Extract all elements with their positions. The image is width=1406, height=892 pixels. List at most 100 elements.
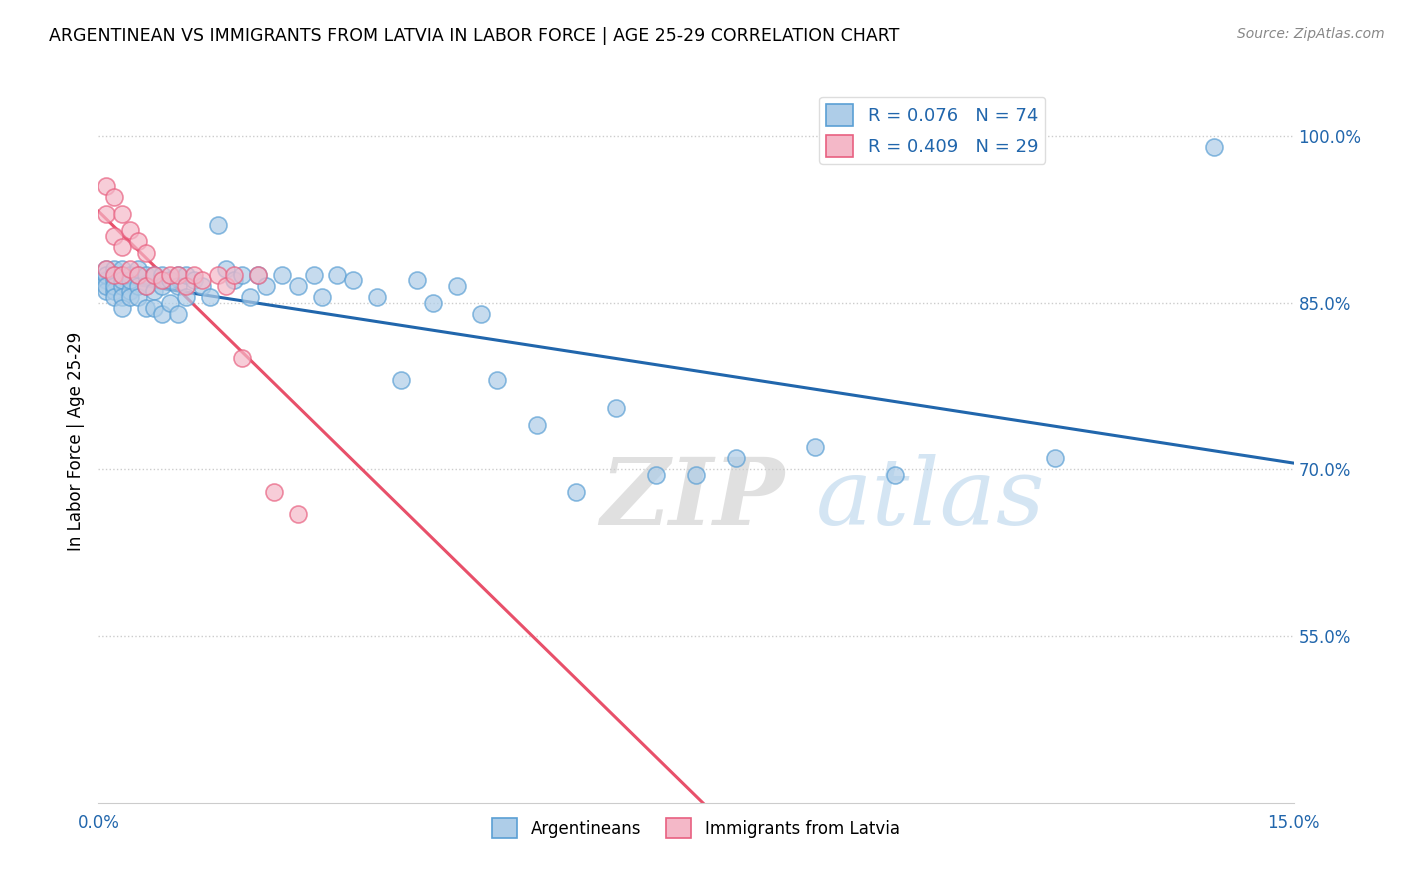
Point xyxy=(446,279,468,293)
Point xyxy=(222,268,245,282)
Point xyxy=(270,268,292,282)
Point xyxy=(120,268,142,282)
Point xyxy=(174,279,197,293)
Point xyxy=(645,467,668,482)
Point xyxy=(1043,451,1066,466)
Point xyxy=(135,268,157,282)
Point xyxy=(127,290,149,304)
Point xyxy=(167,307,190,321)
Point xyxy=(231,351,253,366)
Point xyxy=(804,440,827,454)
Point xyxy=(565,484,588,499)
Point xyxy=(96,273,118,287)
Point xyxy=(127,268,149,282)
Point xyxy=(150,273,173,287)
Point xyxy=(111,279,134,293)
Point xyxy=(135,279,157,293)
Point xyxy=(422,295,444,310)
Point xyxy=(150,279,173,293)
Point xyxy=(167,279,190,293)
Point xyxy=(143,268,166,282)
Point xyxy=(366,290,388,304)
Point xyxy=(111,268,134,282)
Point xyxy=(302,268,325,282)
Point xyxy=(159,273,181,287)
Point xyxy=(120,290,142,304)
Point xyxy=(246,268,269,282)
Point xyxy=(103,273,125,287)
Point xyxy=(127,262,149,277)
Point xyxy=(191,279,214,293)
Point xyxy=(222,273,245,287)
Point xyxy=(127,279,149,293)
Text: Source: ZipAtlas.com: Source: ZipAtlas.com xyxy=(1237,27,1385,41)
Point xyxy=(724,451,747,466)
Point xyxy=(96,285,118,299)
Point xyxy=(167,268,190,282)
Point xyxy=(120,273,142,287)
Point xyxy=(103,290,125,304)
Point xyxy=(287,279,309,293)
Point xyxy=(207,268,229,282)
Text: atlas: atlas xyxy=(815,454,1045,544)
Point xyxy=(103,268,125,282)
Point xyxy=(526,417,548,432)
Point xyxy=(207,218,229,232)
Point xyxy=(127,268,149,282)
Point xyxy=(605,401,627,416)
Point xyxy=(103,285,125,299)
Point xyxy=(150,307,173,321)
Point xyxy=(174,268,197,282)
Point xyxy=(96,178,118,193)
Point xyxy=(96,262,118,277)
Point xyxy=(111,240,134,254)
Point xyxy=(111,262,134,277)
Text: ARGENTINEAN VS IMMIGRANTS FROM LATVIA IN LABOR FORCE | AGE 25-29 CORRELATION CHA: ARGENTINEAN VS IMMIGRANTS FROM LATVIA IN… xyxy=(49,27,900,45)
Point xyxy=(406,273,429,287)
Point xyxy=(96,268,118,282)
Point xyxy=(263,484,285,499)
Point xyxy=(120,223,142,237)
Point xyxy=(111,268,134,282)
Point xyxy=(231,268,253,282)
Point xyxy=(143,285,166,299)
Point xyxy=(150,268,173,282)
Point xyxy=(159,268,181,282)
Point xyxy=(191,273,214,287)
Point xyxy=(389,373,412,387)
Point xyxy=(470,307,492,321)
Point xyxy=(485,373,508,387)
Point xyxy=(111,273,134,287)
Point xyxy=(685,467,707,482)
Point xyxy=(103,190,125,204)
Point xyxy=(111,301,134,315)
Point xyxy=(143,268,166,282)
Point xyxy=(159,295,181,310)
Point xyxy=(246,268,269,282)
Y-axis label: In Labor Force | Age 25-29: In Labor Force | Age 25-29 xyxy=(66,332,84,551)
Legend: Argentineans, Immigrants from Latvia: Argentineans, Immigrants from Latvia xyxy=(485,812,907,845)
Point xyxy=(135,279,157,293)
Point xyxy=(111,290,134,304)
Point xyxy=(326,268,349,282)
Point xyxy=(167,268,190,282)
Point xyxy=(198,290,221,304)
Point xyxy=(183,273,205,287)
Point xyxy=(1202,140,1225,154)
Point xyxy=(103,279,125,293)
Point xyxy=(120,285,142,299)
Point xyxy=(254,279,277,293)
Point xyxy=(342,273,364,287)
Point xyxy=(174,290,197,304)
Point xyxy=(96,262,118,277)
Text: ZIP: ZIP xyxy=(600,454,785,544)
Point xyxy=(287,507,309,521)
Point xyxy=(884,467,907,482)
Point xyxy=(239,290,262,304)
Point xyxy=(311,290,333,304)
Point xyxy=(120,262,142,277)
Point xyxy=(96,207,118,221)
Point xyxy=(103,268,125,282)
Point xyxy=(103,228,125,243)
Point xyxy=(103,262,125,277)
